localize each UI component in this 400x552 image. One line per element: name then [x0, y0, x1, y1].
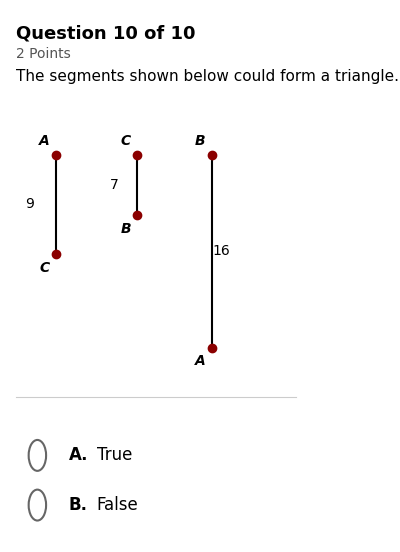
- Text: B: B: [195, 134, 206, 148]
- Text: 16: 16: [213, 244, 230, 258]
- Text: C: C: [121, 134, 131, 148]
- Text: C: C: [40, 261, 50, 274]
- Text: Question 10 of 10: Question 10 of 10: [16, 25, 195, 43]
- Text: True: True: [96, 447, 132, 464]
- Text: False: False: [96, 496, 138, 514]
- Text: B.: B.: [68, 496, 88, 514]
- Text: The segments shown below could form a triangle.: The segments shown below could form a tr…: [16, 69, 398, 84]
- Text: A: A: [39, 134, 50, 148]
- Text: A.: A.: [68, 447, 88, 464]
- Text: 7: 7: [110, 178, 118, 192]
- Text: B: B: [120, 222, 131, 236]
- Text: 2 Points: 2 Points: [16, 47, 70, 61]
- Text: A: A: [195, 354, 206, 368]
- Text: 9: 9: [25, 197, 34, 211]
